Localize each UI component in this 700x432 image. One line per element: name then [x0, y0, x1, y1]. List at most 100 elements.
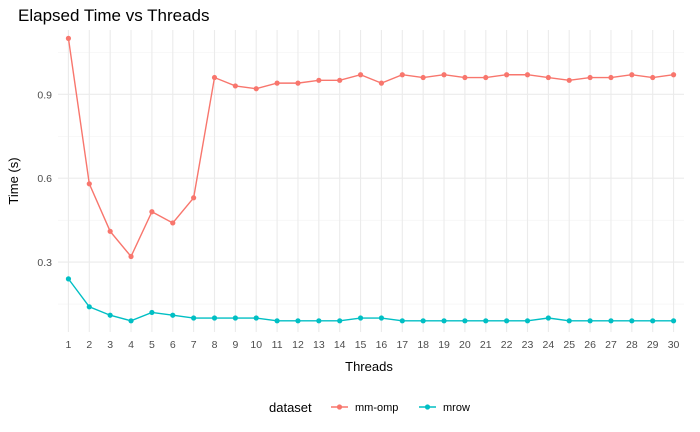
legend-title: dataset	[269, 400, 312, 415]
x-axis-title: Threads	[345, 359, 393, 374]
legend-key-point	[424, 404, 431, 410]
x-axis-ticks: 1 2 3 4 5 6 7 8 9 10 11 12 13 14 15 16 17 18 19 20 21 22 23 24 2…	[66, 339, 680, 351]
data-point	[107, 228, 113, 234]
data-point	[441, 318, 447, 324]
data-point	[149, 209, 155, 215]
legend: dataset mm-omp mrow	[269, 400, 470, 415]
legend-label: mm-omp	[355, 402, 398, 414]
data-point	[483, 318, 489, 324]
series-line	[67, 278, 674, 322]
x-tick-label: 16	[376, 339, 388, 351]
data-point	[274, 80, 280, 86]
y-axis-title: Time (s)	[6, 157, 21, 204]
data-point	[629, 72, 635, 78]
data-point	[253, 86, 259, 92]
legend-item: mrow	[419, 402, 470, 414]
series-mrow	[65, 276, 677, 324]
x-tick-label: 1	[66, 339, 72, 351]
x-tick-label: 18	[417, 339, 429, 351]
x-tick-label: 17	[396, 339, 408, 351]
series-mm-omp	[65, 35, 677, 260]
data-point	[504, 318, 510, 324]
data-point	[86, 304, 92, 310]
legend-label: mrow	[443, 402, 470, 414]
x-tick-label: 13	[313, 339, 325, 351]
x-tick-label: 24	[543, 339, 555, 351]
data-point	[295, 318, 301, 324]
x-tick-label: 9	[232, 339, 238, 351]
data-point	[566, 318, 572, 324]
x-tick-label: 14	[334, 339, 346, 351]
data-point	[524, 72, 531, 78]
data-point	[378, 80, 385, 86]
data-point	[211, 315, 218, 321]
x-tick-label: 3	[107, 339, 113, 351]
data-point	[504, 72, 510, 78]
data-point	[462, 318, 468, 324]
data-point	[670, 72, 677, 78]
series-line	[67, 38, 674, 258]
x-tick-label: 4	[128, 339, 134, 351]
data-point	[191, 195, 197, 201]
data-point	[608, 74, 614, 81]
data-point	[149, 309, 155, 316]
data-point	[545, 74, 551, 81]
data-point	[232, 83, 238, 89]
data-point	[608, 318, 614, 324]
y-tick-label: 0.3	[37, 257, 52, 269]
y-axis-ticks: 0.3 0.6 0.9	[37, 89, 52, 269]
data-point	[357, 315, 364, 321]
data-point	[587, 318, 593, 324]
x-tick-label: 8	[212, 339, 218, 351]
data-point	[211, 74, 218, 81]
data-point	[232, 315, 238, 321]
series-layer	[65, 35, 677, 324]
y-tick-label: 0.9	[37, 89, 52, 101]
data-point	[65, 276, 72, 282]
x-tick-label: 19	[438, 339, 450, 351]
data-point	[295, 80, 301, 86]
data-point	[65, 35, 72, 41]
x-tick-label: 27	[605, 339, 617, 351]
x-tick-label: 20	[459, 339, 471, 351]
data-point	[337, 77, 343, 83]
data-point	[274, 318, 280, 324]
x-tick-label: 21	[480, 339, 492, 351]
data-point	[629, 318, 635, 324]
x-tick-label: 7	[191, 339, 197, 351]
data-point	[316, 77, 322, 83]
x-tick-label: 25	[563, 339, 575, 351]
x-tick-label: 28	[626, 339, 638, 351]
data-point	[378, 315, 385, 321]
x-tick-label: 12	[292, 339, 304, 351]
data-point	[650, 74, 656, 81]
data-point	[316, 318, 322, 324]
data-point	[170, 312, 176, 318]
data-point	[399, 72, 405, 78]
x-tick-label: 26	[584, 339, 596, 351]
legend-key-point	[336, 404, 343, 410]
data-point	[462, 74, 468, 81]
x-tick-label: 6	[170, 339, 176, 351]
data-point	[337, 318, 343, 324]
data-point	[650, 318, 656, 324]
data-point	[86, 181, 92, 187]
data-point	[128, 318, 134, 324]
data-point	[420, 74, 426, 81]
data-point	[128, 253, 134, 260]
data-point	[587, 74, 593, 81]
x-tick-label: 30	[668, 339, 680, 351]
grid-lines	[58, 30, 684, 332]
data-point	[670, 318, 677, 324]
data-point	[107, 312, 113, 318]
x-tick-label: 11	[272, 339, 283, 351]
y-tick-label: 0.6	[37, 173, 52, 185]
x-tick-label: 29	[647, 339, 659, 351]
x-tick-label: 5	[149, 339, 155, 351]
data-point	[253, 315, 259, 321]
data-point	[483, 74, 489, 81]
data-point	[545, 315, 551, 321]
x-tick-label: 15	[355, 339, 367, 351]
data-point	[399, 318, 405, 324]
